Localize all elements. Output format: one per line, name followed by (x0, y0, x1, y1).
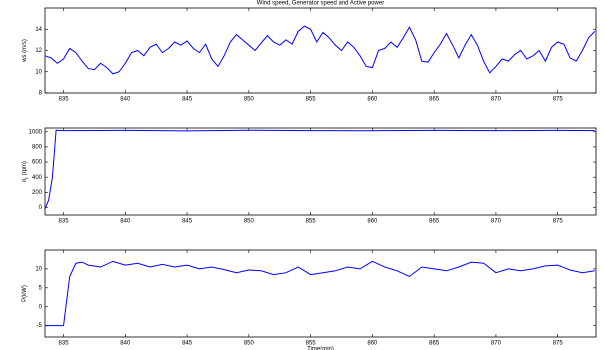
x-tick-label: 835 (59, 97, 70, 103)
x-tick-label: 845 (182, 97, 193, 103)
subplot: 835 840 845 850 855 860 865 870 875 0 200 400 600 800… (22, 127, 597, 225)
x-tick-label: 840 (120, 97, 131, 103)
y-axis-label: ws (m/s) (22, 39, 28, 63)
y-tick-label: 8 (39, 91, 43, 97)
y-axis-label-main: n (22, 179, 28, 182)
y-tick-label: 600 (32, 160, 43, 166)
axes-frame (44, 249, 597, 338)
data-line (44, 129, 595, 210)
x-tick-label: 855 (306, 219, 317, 225)
y-axis-label-sub: r (24, 177, 29, 179)
x-tick-label: 865 (429, 219, 440, 225)
x-tick-label: 845 (182, 219, 193, 225)
x-tick-label: 870 (491, 219, 502, 225)
x-axis-label: Time(min) (307, 347, 334, 350)
y-axis-label-main: ws (m/s) (22, 39, 28, 63)
y-tick-label: 5 (39, 285, 43, 291)
x-tick-label: 870 (491, 341, 502, 347)
y-axis-label-unit: (rpm) (22, 161, 28, 177)
chart-title: Wind speed, Generator speed and Active p… (257, 1, 384, 7)
y-tick-label: 1000 (29, 129, 43, 135)
x-tick-label: 835 (59, 219, 70, 225)
x-tick-label: 840 (120, 219, 131, 225)
x-tick-label: 875 (553, 97, 564, 103)
x-tick-label: 840 (120, 341, 131, 347)
x-tick-label: 860 (367, 341, 378, 347)
y-tick-label: 400 (32, 175, 43, 181)
y-tick-label: 800 (32, 144, 43, 150)
y-axis-label: P(kW) (22, 285, 28, 302)
x-tick-label: 875 (553, 341, 564, 347)
x-tick-label: 865 (429, 341, 440, 347)
axes-frame (44, 127, 597, 216)
x-tick-label: 845 (182, 341, 193, 347)
y-tick-label: 14 (35, 27, 42, 33)
y-axis-label-main: P(kW) (22, 285, 28, 302)
y-tick-label: 200 (32, 190, 43, 196)
y-tick-label: 10 (35, 69, 42, 75)
data-line (44, 25, 596, 75)
x-tick-label: 855 (306, 341, 317, 347)
x-tick-label: 850 (244, 97, 255, 103)
y-tick-label: -5 (37, 323, 43, 329)
x-tick-label: 850 (244, 219, 255, 225)
x-tick-label: 860 (367, 219, 378, 225)
x-tick-label: 850 (244, 341, 255, 347)
y-tick-label: 12 (35, 48, 42, 54)
x-tick-label: 860 (367, 97, 378, 103)
subplot: Wind speed, Generator speed and Active p… (22, 1, 597, 103)
subplot: 835 840 845 850 855 860 865 870 875 -5 0 5 10 P(kW) Ti… (22, 249, 597, 350)
y-tick-label: 0 (39, 205, 43, 211)
y-axis-label: nr (rpm) (22, 161, 29, 182)
data-line (45, 260, 595, 327)
x-tick-label: 875 (553, 219, 564, 225)
x-tick-label: 835 (59, 341, 70, 347)
x-tick-label: 855 (306, 97, 317, 103)
y-tick-label: 0 (39, 304, 43, 310)
x-tick-label: 870 (491, 97, 502, 103)
y-tick-label: 10 (35, 266, 42, 272)
x-tick-label: 865 (429, 97, 440, 103)
axes-frame (44, 7, 597, 94)
